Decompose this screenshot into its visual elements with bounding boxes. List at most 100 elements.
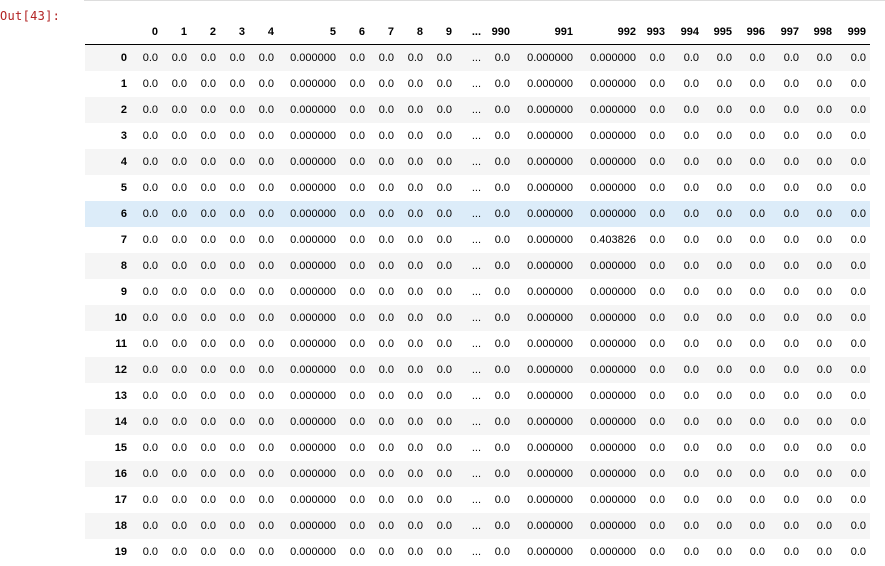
table-cell: 0.000000 [590, 260, 636, 272]
table-row[interactable]: 5 0.0 0.0 0.0 0.0 0.0 0.000000 0.0 0.0 0.0 0.0... 0… [85, 175, 870, 201]
table-cell: 0.0 [200, 234, 216, 246]
table-row[interactable]: 4 0.0 0.0 0.0 0.0 0.0 0.000000 0.0 0.0 0.0 0.0... 0… [85, 149, 870, 175]
table-cell: 0.0 [783, 260, 799, 272]
table-cell: 0.000000 [527, 390, 573, 402]
table-cell: 0.0 [378, 78, 394, 90]
table-cell: 0.0 [349, 390, 365, 402]
table-cell: 0.000000 [527, 520, 573, 532]
table-cell: 0.0 [200, 286, 216, 298]
table-cell: 0.000000 [527, 338, 573, 350]
column-header: 999 [836, 20, 870, 45]
table-row[interactable]: 6 0.0 0.0 0.0 0.0 0.0 0.000000 0.0 0.0 0.0 0.0... 0… [85, 201, 870, 227]
table-cell: 0.000000 [527, 546, 573, 558]
table-cell: 0.000000 [290, 52, 336, 64]
table-cell: 0.0 [850, 364, 866, 376]
output-prompt: Out[43]: [0, 9, 61, 23]
table-cell: 0.0 [436, 104, 452, 116]
row-index: 5 [120, 182, 127, 194]
table-row[interactable]: 13 0.0 0.0 0.0 0.0 0.0 0.000000 0.0 0.0 0.0 0.0...… [85, 383, 870, 409]
table-row[interactable]: 3 0.0 0.0 0.0 0.0 0.0 0.000000 0.0 0.0 0.0 0.0... 0… [85, 123, 870, 149]
table-row[interactable]: 8 0.0 0.0 0.0 0.0 0.0 0.000000 0.0 0.0 0.0 0.0... 0… [85, 253, 870, 279]
table-cell: 0.0 [649, 416, 665, 428]
table-cell: 0.0 [142, 234, 158, 246]
table-row[interactable]: 9 0.0 0.0 0.0 0.0 0.0 0.000000 0.0 0.0 0.0 0.0... 0… [85, 279, 870, 305]
table-row[interactable]: 11 0.0 0.0 0.0 0.0 0.0 0.000000 0.0 0.0 0.0 0.0...… [85, 331, 870, 357]
table-cell: 0.0 [349, 104, 365, 116]
table-cell: 0.0 [142, 338, 158, 350]
table-cell: ... [471, 156, 481, 168]
table-row[interactable]: 14 0.0 0.0 0.0 0.0 0.0 0.000000 0.0 0.0 0.0 0.0...… [85, 409, 870, 435]
table-cell: 0.0 [407, 78, 423, 90]
table-cell: 0.000000 [590, 520, 636, 532]
table-cell: 0.0 [142, 364, 158, 376]
table-cell: 0.0 [494, 338, 510, 350]
table-cell: 0.0 [436, 286, 452, 298]
column-header: 1 [162, 20, 191, 45]
table-cell: 0.0 [816, 312, 832, 324]
column-header: 0 [133, 20, 162, 45]
table-cell: 0.0 [378, 52, 394, 64]
table-row[interactable]: 12 0.0 0.0 0.0 0.0 0.0 0.000000 0.0 0.0 0.0 0.0...… [85, 357, 870, 383]
table-cell: 0.0 [850, 312, 866, 324]
table-cell: 0.0 [349, 520, 365, 532]
table-cell: 0.0 [378, 338, 394, 350]
table-cell: 0.0 [649, 234, 665, 246]
table-cell: 0.0 [229, 442, 245, 454]
table-row[interactable]: 19 0.0 0.0 0.0 0.0 0.0 0.000000 0.0 0.0 0.0 0.0...… [85, 539, 870, 565]
table-cell: 0.0 [142, 78, 158, 90]
table-cell: 0.0 [749, 442, 765, 454]
table-cell: ... [471, 312, 481, 324]
table-cell: 0.000000 [590, 364, 636, 376]
table-cell: 0.0 [142, 468, 158, 480]
row-index: 17 [114, 494, 127, 506]
table-cell: 0.0 [494, 208, 510, 220]
table-cell: 0.0 [716, 78, 732, 90]
table-cell: 0.0 [378, 130, 394, 142]
table-cell: 0.0 [749, 416, 765, 428]
table-cell: 0.0 [171, 156, 187, 168]
table-cell: ... [471, 208, 481, 220]
table-row[interactable]: 1 0.0 0.0 0.0 0.0 0.0 0.000000 0.0 0.0 0.0 0.0... 0… [85, 71, 870, 97]
table-row[interactable]: 18 0.0 0.0 0.0 0.0 0.0 0.000000 0.0 0.0 0.0 0.0...… [85, 513, 870, 539]
table-cell: 0.0 [783, 130, 799, 142]
table-cell: 0.0 [407, 442, 423, 454]
table-cell: 0.0 [783, 468, 799, 480]
table-cell: 0.0 [258, 208, 274, 220]
table-cell: 0.0 [378, 234, 394, 246]
table-cell: 0.0 [142, 546, 158, 558]
table-row[interactable]: 7 0.0 0.0 0.0 0.0 0.0 0.000000 0.0 0.0 0.0 0.0... 0… [85, 227, 870, 253]
table-cell: 0.0 [378, 390, 394, 402]
table-cell: 0.0 [436, 78, 452, 90]
table-cell: ... [471, 494, 481, 506]
table-cell: 0.0 [649, 494, 665, 506]
table-cell: 0.0 [349, 416, 365, 428]
table-row[interactable]: 0 0.0 0.0 0.0 0.0 0.0 0.000000 0.0 0.0 0.0 0.0... 0… [85, 44, 870, 71]
column-header: 994 [669, 20, 703, 45]
table-cell: 0.000000 [527, 416, 573, 428]
table-cell: 0.0 [716, 546, 732, 558]
table-cell: 0.000000 [290, 494, 336, 506]
table-cell: 0.0 [816, 286, 832, 298]
table-row[interactable]: 10 0.0 0.0 0.0 0.0 0.0 0.000000 0.0 0.0 0.0 0.0...… [85, 305, 870, 331]
table-cell: 0.000000 [590, 312, 636, 324]
table-cell: 0.000000 [590, 208, 636, 220]
table-row[interactable]: 2 0.0 0.0 0.0 0.0 0.0 0.000000 0.0 0.0 0.0 0.0... 0… [85, 97, 870, 123]
table-cell: 0.0 [494, 182, 510, 194]
table-cell: 0.0 [850, 442, 866, 454]
table-cell: 0.0 [749, 312, 765, 324]
column-header: 996 [736, 20, 769, 45]
row-index: 6 [120, 208, 127, 220]
table-cell: 0.000000 [590, 156, 636, 168]
table-row[interactable]: 16 0.0 0.0 0.0 0.0 0.0 0.000000 0.0 0.0 0.0 0.0...… [85, 461, 870, 487]
table-cell: 0.0 [850, 494, 866, 506]
column-header: 993 [640, 20, 669, 45]
row-index: 10 [114, 312, 127, 324]
table-cell: 0.0 [171, 234, 187, 246]
table-row[interactable]: 15 0.0 0.0 0.0 0.0 0.0 0.000000 0.0 0.0 0.0 0.0...… [85, 435, 870, 461]
table-cell: 0.0 [816, 520, 832, 532]
table-cell: 0.0 [649, 182, 665, 194]
table-cell: 0.0 [783, 286, 799, 298]
row-index: 2 [120, 104, 127, 116]
table-cell: 0.0 [378, 520, 394, 532]
table-row[interactable]: 17 0.0 0.0 0.0 0.0 0.0 0.000000 0.0 0.0 0.0 0.0...… [85, 487, 870, 513]
